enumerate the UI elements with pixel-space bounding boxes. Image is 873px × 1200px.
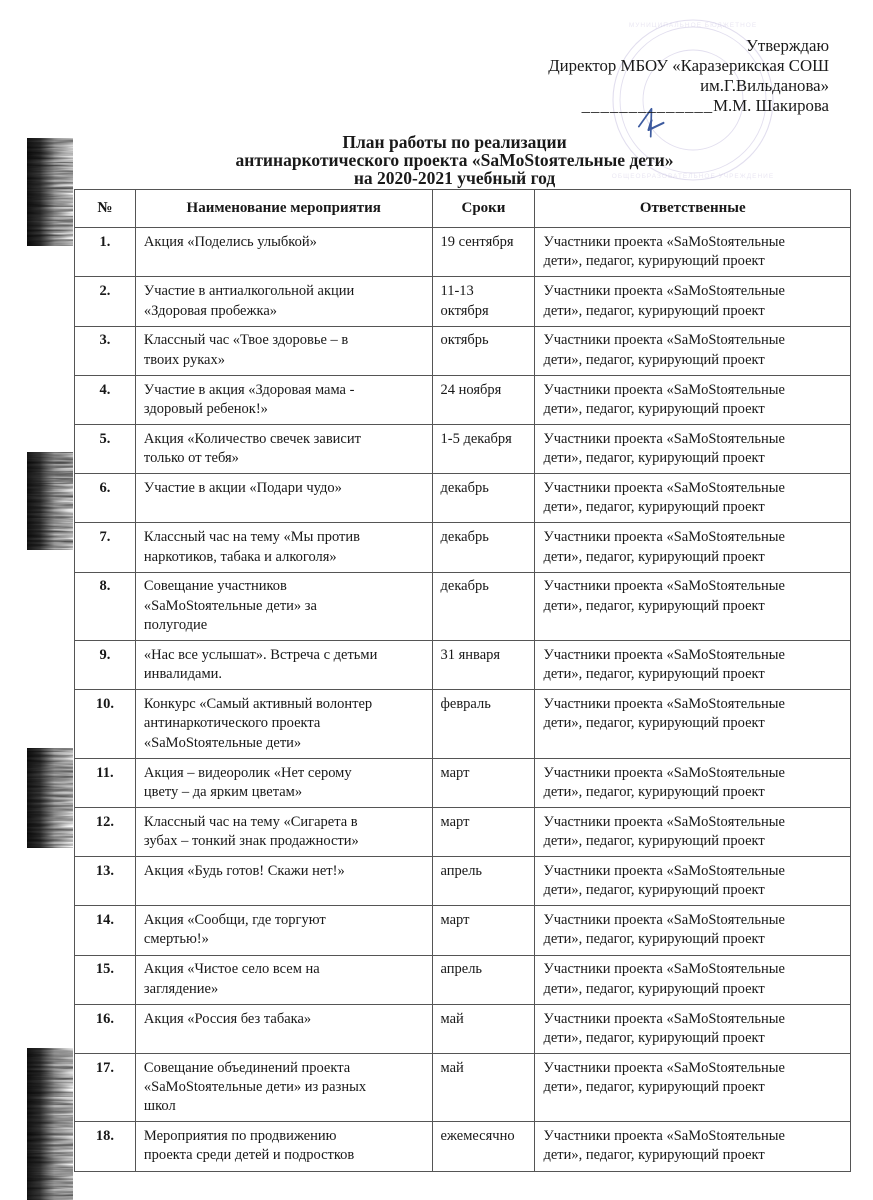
svg-text:МУНИЦИПАЛЬНОЕ БЮДЖЕТНОЕ: МУНИЦИПАЛЬНОЕ БЮДЖЕТНОЕ (629, 22, 757, 29)
